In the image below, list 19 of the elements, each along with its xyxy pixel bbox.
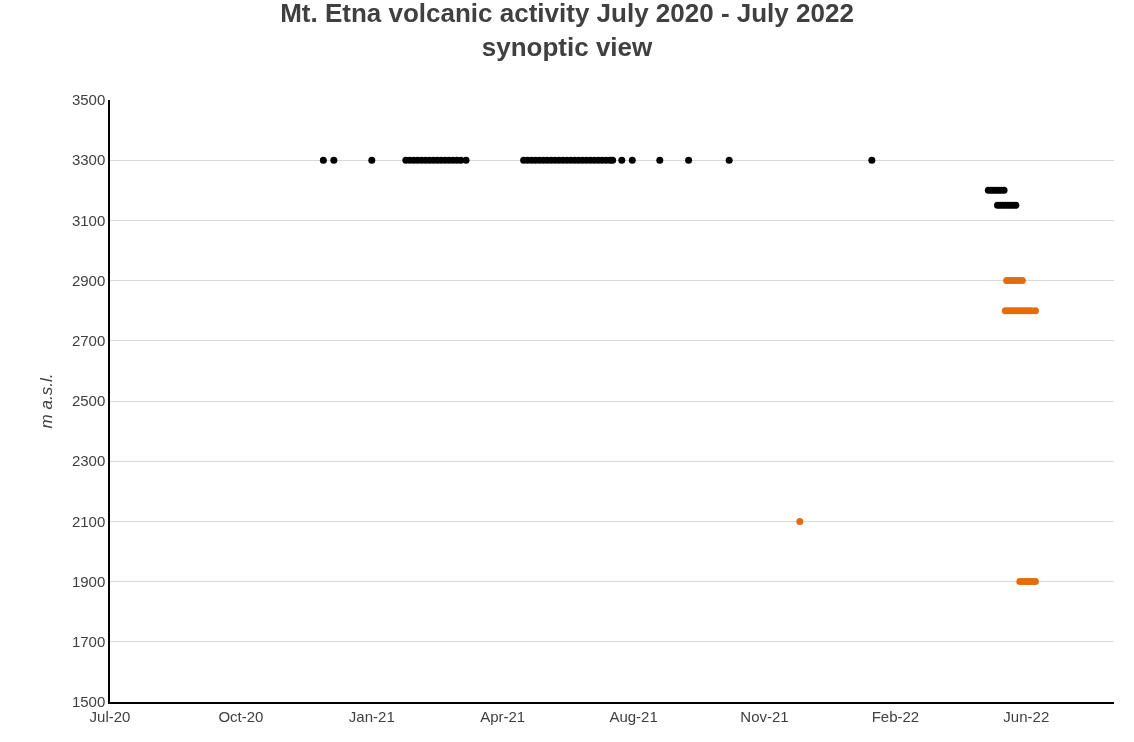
- x-tick-label: Nov-21: [740, 707, 789, 725]
- y-tick-label: 3500: [71, 91, 106, 109]
- x-tick-label: Aug-21: [609, 707, 658, 725]
- y-tick-label: 2500: [71, 392, 106, 410]
- y-axis-title: m a.s.l.: [36, 373, 56, 429]
- x-tick-label: Jan-21: [348, 707, 395, 725]
- x-tick-label: Feb-22: [871, 707, 920, 725]
- y-tick-label: 2700: [71, 332, 106, 350]
- y-tick-label: 1700: [71, 633, 106, 651]
- y-tick-label: 2300: [71, 452, 106, 470]
- x-tick-label: Oct-20: [218, 707, 264, 725]
- y-tick-label: 3100: [71, 211, 106, 229]
- x-tick-label: Jun-22: [1003, 707, 1050, 725]
- y-tick-label: 1900: [71, 572, 106, 590]
- y-tick-label: 3300: [71, 151, 106, 169]
- x-tick-label: Apr-21: [480, 707, 526, 725]
- y-tick-label: 2900: [71, 271, 106, 289]
- chart-title: Mt. Etna volcanic activity July 2020 - July 2022 synoptic view: [280, 0, 854, 63]
- y-tick-label: 2100: [71, 512, 106, 530]
